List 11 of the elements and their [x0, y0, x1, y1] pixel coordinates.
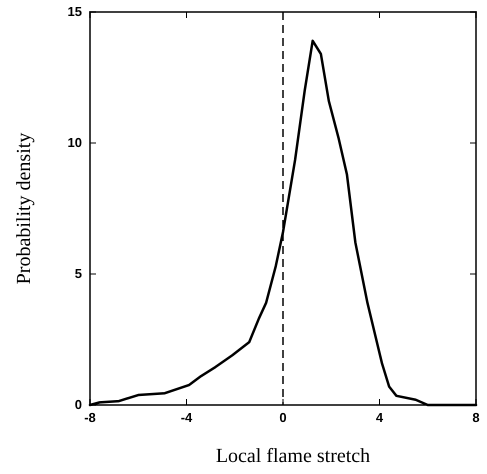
x-tick-label: 4 [376, 410, 384, 426]
y-tick-label: 10 [68, 135, 82, 150]
x-axis-title: Local flame stretch [216, 445, 370, 467]
x-tick-label: -4 [180, 410, 194, 426]
y-tick-label: 0 [74, 397, 82, 412]
y-axis-title: Probability density [13, 132, 35, 284]
x-tick-label: 8 [472, 410, 480, 426]
x-tick-label: 0 [279, 410, 287, 426]
y-tick-label: 5 [74, 266, 82, 282]
y-tick-label: 15 [68, 4, 82, 20]
x-tick-label: -8 [84, 410, 96, 426]
